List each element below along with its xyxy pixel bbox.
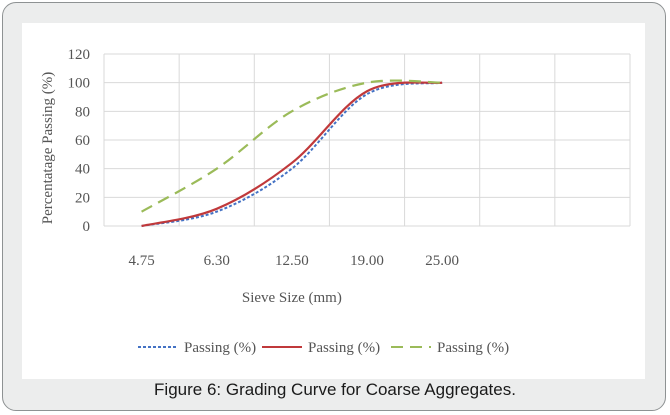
y-tick-label: 40 <box>75 162 90 178</box>
legend-label: Passing (%) <box>184 340 256 356</box>
y-tick-label: 20 <box>75 190 90 206</box>
x-axis-title: Sieve Size (mm) <box>242 290 342 306</box>
y-tick-label: 60 <box>75 133 90 149</box>
legend-label: Passing (%) <box>437 340 509 356</box>
y-tick-label: 100 <box>68 76 91 92</box>
y-tick-label: 0 <box>83 219 91 235</box>
legend-label: Passing (%) <box>308 340 380 356</box>
y-tick-label: 80 <box>75 104 90 120</box>
gridlines <box>103 53 631 227</box>
series-lines <box>141 79 443 228</box>
series-line <box>141 81 443 228</box>
x-tick-label: 6.30 <box>204 253 230 269</box>
y-tick-label: 120 <box>68 47 91 63</box>
series-line <box>141 81 443 227</box>
x-tick-label: 25.00 <box>425 253 459 269</box>
y-axis-title: Percentatage Passing (%) <box>40 72 56 224</box>
y-axis-ticks: 0 20 40 60 80 100 120 <box>68 47 91 235</box>
legend: Passing (%) Passing (%) Passing (%) <box>138 340 509 356</box>
x-axis-ticks: 4.75 6.30 12.50 19.00 25.00 <box>128 253 459 269</box>
x-tick-label: 4.75 <box>128 253 154 269</box>
series-line <box>141 79 443 213</box>
x-tick-label: 12.50 <box>275 253 309 269</box>
figure-caption: Figure 6: Grading Curve for Coarse Aggre… <box>154 380 516 399</box>
x-tick-label: 19.00 <box>350 253 384 269</box>
